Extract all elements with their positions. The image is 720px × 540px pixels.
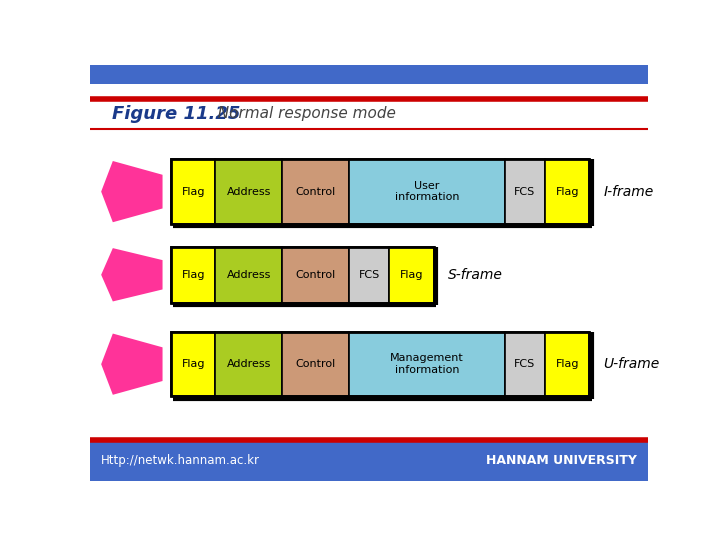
Bar <box>505 159 545 224</box>
Bar <box>215 247 282 303</box>
Text: Flag: Flag <box>181 187 205 197</box>
Text: Flag: Flag <box>555 359 579 369</box>
Text: Figure 11.25: Figure 11.25 <box>112 105 240 123</box>
Text: Http://netwk.hannam.ac.kr: Http://netwk.hannam.ac.kr <box>101 454 260 467</box>
Bar <box>171 332 590 396</box>
Polygon shape <box>101 161 163 222</box>
Text: Normal response mode: Normal response mode <box>208 106 396 122</box>
Text: User
information: User information <box>395 181 459 202</box>
Bar <box>171 247 215 303</box>
Text: FCS: FCS <box>514 359 536 369</box>
Text: Address: Address <box>227 359 271 369</box>
Text: Address: Address <box>227 270 271 280</box>
Bar <box>389 247 433 303</box>
Bar <box>505 332 545 396</box>
Text: FCS: FCS <box>359 270 379 280</box>
Text: Flag: Flag <box>181 270 205 280</box>
Bar <box>215 159 282 224</box>
Bar <box>349 159 505 224</box>
Bar <box>349 332 505 396</box>
Text: Flag: Flag <box>555 187 579 197</box>
Text: Flag: Flag <box>181 359 205 369</box>
Text: S-frame: S-frame <box>448 268 503 282</box>
Text: HANNAM UNIVERSITY: HANNAM UNIVERSITY <box>486 454 637 467</box>
Bar <box>171 247 433 303</box>
Text: Control: Control <box>295 187 336 197</box>
Bar <box>545 332 590 396</box>
Bar <box>215 332 282 396</box>
Bar <box>90 65 648 84</box>
Text: Control: Control <box>295 270 336 280</box>
Bar <box>90 441 648 481</box>
Text: Control: Control <box>295 359 336 369</box>
Text: Address: Address <box>227 187 271 197</box>
Text: Management
information: Management information <box>390 353 464 375</box>
Bar <box>282 332 349 396</box>
Bar <box>545 159 590 224</box>
Text: FCS: FCS <box>514 187 536 197</box>
Bar <box>282 247 349 303</box>
Text: U-frame: U-frame <box>603 357 660 371</box>
Bar <box>171 332 215 396</box>
Bar <box>171 159 215 224</box>
Bar <box>282 159 349 224</box>
Text: I-frame: I-frame <box>603 185 654 199</box>
Polygon shape <box>101 334 163 395</box>
Bar <box>171 159 590 224</box>
Bar <box>349 247 389 303</box>
Text: Flag: Flag <box>400 270 423 280</box>
Polygon shape <box>101 248 163 301</box>
